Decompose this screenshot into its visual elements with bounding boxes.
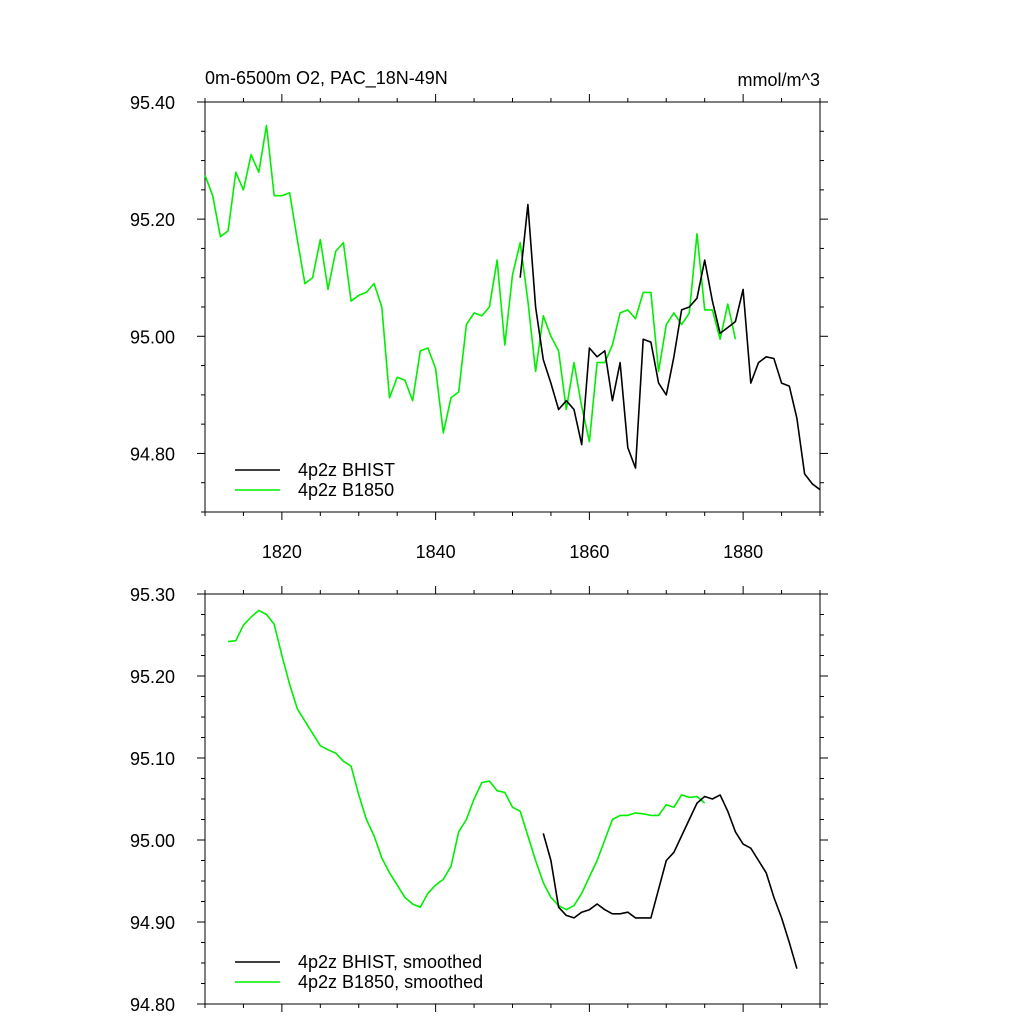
bottom-ytick-label-1: 94.90 <box>130 913 175 933</box>
top-ytick-label-3: 95.40 <box>130 93 175 113</box>
bottom-series-bhist <box>542 794 798 969</box>
bottom-series-lines <box>228 609 798 969</box>
bottom-panel: 94.80 94.90 95.00 95.10 95.20 95.30 4p2z BHIS… <box>130 585 828 1015</box>
top-xtick-labels: 1820 1840 1860 1880 <box>262 542 763 562</box>
top-series-b1850 <box>204 124 737 443</box>
top-ytick-label-0: 94.80 <box>130 444 175 464</box>
bottom-series-b1850 <box>228 609 706 911</box>
top-xtick-label-2: 1860 <box>569 542 609 562</box>
bottom-ytick-label-2: 95.00 <box>130 831 175 851</box>
top-ytick-labels: 94.80 95.00 95.20 95.40 <box>130 93 175 464</box>
top-xtick-label-3: 1880 <box>723 542 763 562</box>
top-ytick-label-2: 95.20 <box>130 210 175 230</box>
bottom-ytick-label-0: 94.80 <box>130 995 175 1015</box>
bottom-ytick-labels: 94.80 94.90 95.00 95.10 95.20 95.30 <box>130 585 175 1015</box>
bottom-ytick-label-4: 95.20 <box>130 667 175 687</box>
bottom-plot-frame <box>204 593 821 1005</box>
bottom-legend-label-bhist: 4p2z BHIST, smoothed <box>298 952 482 972</box>
top-legend-label-bhist: 4p2z BHIST <box>298 460 395 480</box>
bottom-ticks <box>197 586 828 1012</box>
top-title-right: mmol/m^3 <box>738 70 820 90</box>
top-ytick-label-1: 95.00 <box>130 327 175 347</box>
top-legend: 4p2z BHIST 4p2z B1850 <box>235 460 395 500</box>
top-series-bhist <box>519 203 821 491</box>
top-panel: 94.80 95.00 95.20 95.40 1820 1840 1860 1880 0m… <box>130 68 828 562</box>
bottom-legend-label-b1850: 4p2z B1850, smoothed <box>298 972 483 992</box>
bottom-ytick-label-3: 95.10 <box>130 749 175 769</box>
top-xtick-label-0: 1820 <box>262 542 302 562</box>
bottom-legend: 4p2z BHIST, smoothed 4p2z B1850, smoothe… <box>235 952 483 992</box>
top-ticks <box>197 94 828 520</box>
top-title-left: 0m-6500m O2, PAC_18N-49N <box>205 68 448 89</box>
bottom-ytick-label-5: 95.30 <box>130 585 175 605</box>
top-legend-label-b1850: 4p2z B1850 <box>298 480 394 500</box>
top-series-lines <box>204 124 821 491</box>
top-xtick-label-1: 1840 <box>416 542 456 562</box>
